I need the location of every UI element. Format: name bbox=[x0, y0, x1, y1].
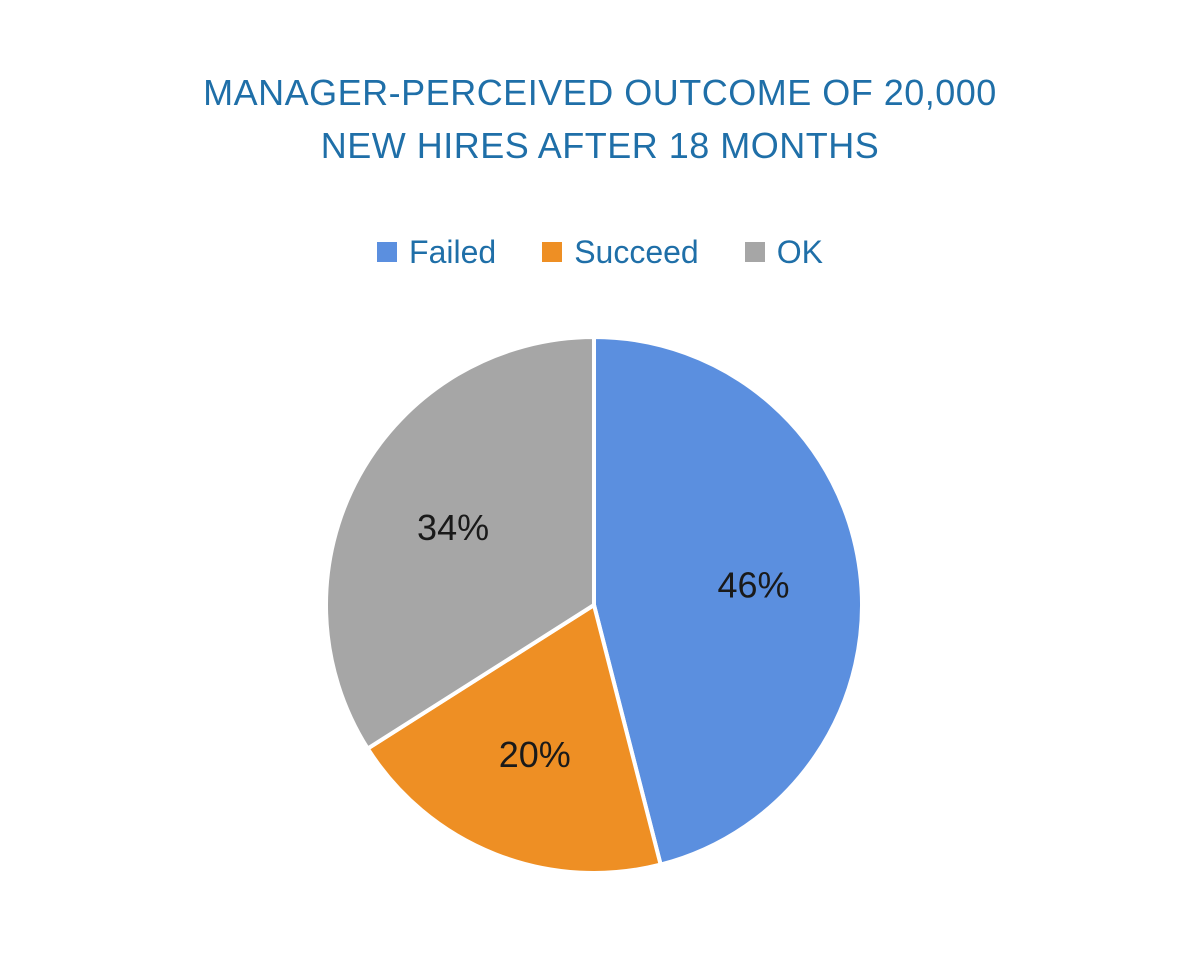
pie-slice-succeed bbox=[365, 603, 663, 875]
legend-item-ok: OK bbox=[744, 232, 823, 272]
chart-legend: Failed Succeed OK bbox=[0, 232, 1200, 272]
pie-data-labels: 46% 20% 34% bbox=[417, 507, 790, 775]
legend-label-ok: OK bbox=[776, 234, 823, 270]
legend-label-failed: Failed bbox=[409, 234, 497, 270]
data-label-succeed: 20% bbox=[499, 734, 571, 775]
pie-slice-ok bbox=[324, 335, 596, 751]
legend-swatch-failed bbox=[377, 242, 398, 262]
legend-label-succeed: Succeed bbox=[574, 234, 699, 270]
chart-title-line-2: NEW HIRES AFTER 18 MONTHS bbox=[320, 125, 880, 166]
pie-slices bbox=[324, 335, 864, 875]
legend-item-failed: Failed bbox=[377, 232, 496, 272]
legend-item-succeed: Succeed bbox=[542, 232, 699, 272]
data-label-ok: 34% bbox=[417, 507, 489, 548]
chart-title-line-1: MANAGER-PERCEIVED OUTCOME OF 20,000 bbox=[203, 72, 997, 113]
data-label-failed: 46% bbox=[718, 564, 790, 605]
legend-swatch-ok bbox=[744, 242, 765, 262]
legend-swatch-succeed bbox=[542, 242, 563, 262]
pie-slice-failed bbox=[592, 335, 864, 867]
chart-title: MANAGER-PERCEIVED OUTCOME OF 20,000 NEW … bbox=[0, 66, 1200, 172]
